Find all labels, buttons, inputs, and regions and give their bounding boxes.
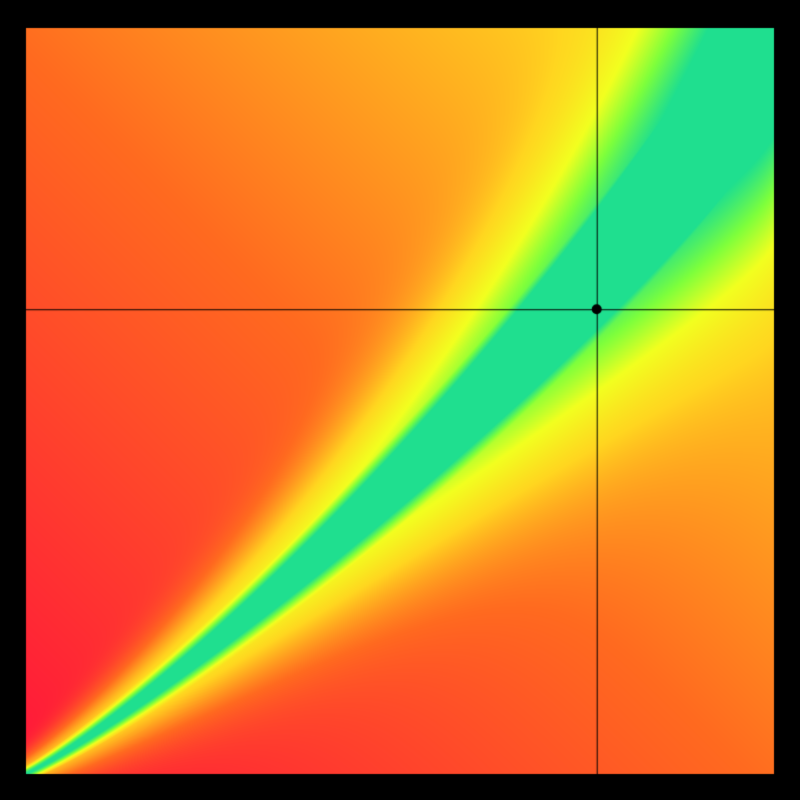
chart-container: TheBottleneck.com (0, 0, 800, 800)
bottleneck-heatmap (0, 0, 800, 800)
